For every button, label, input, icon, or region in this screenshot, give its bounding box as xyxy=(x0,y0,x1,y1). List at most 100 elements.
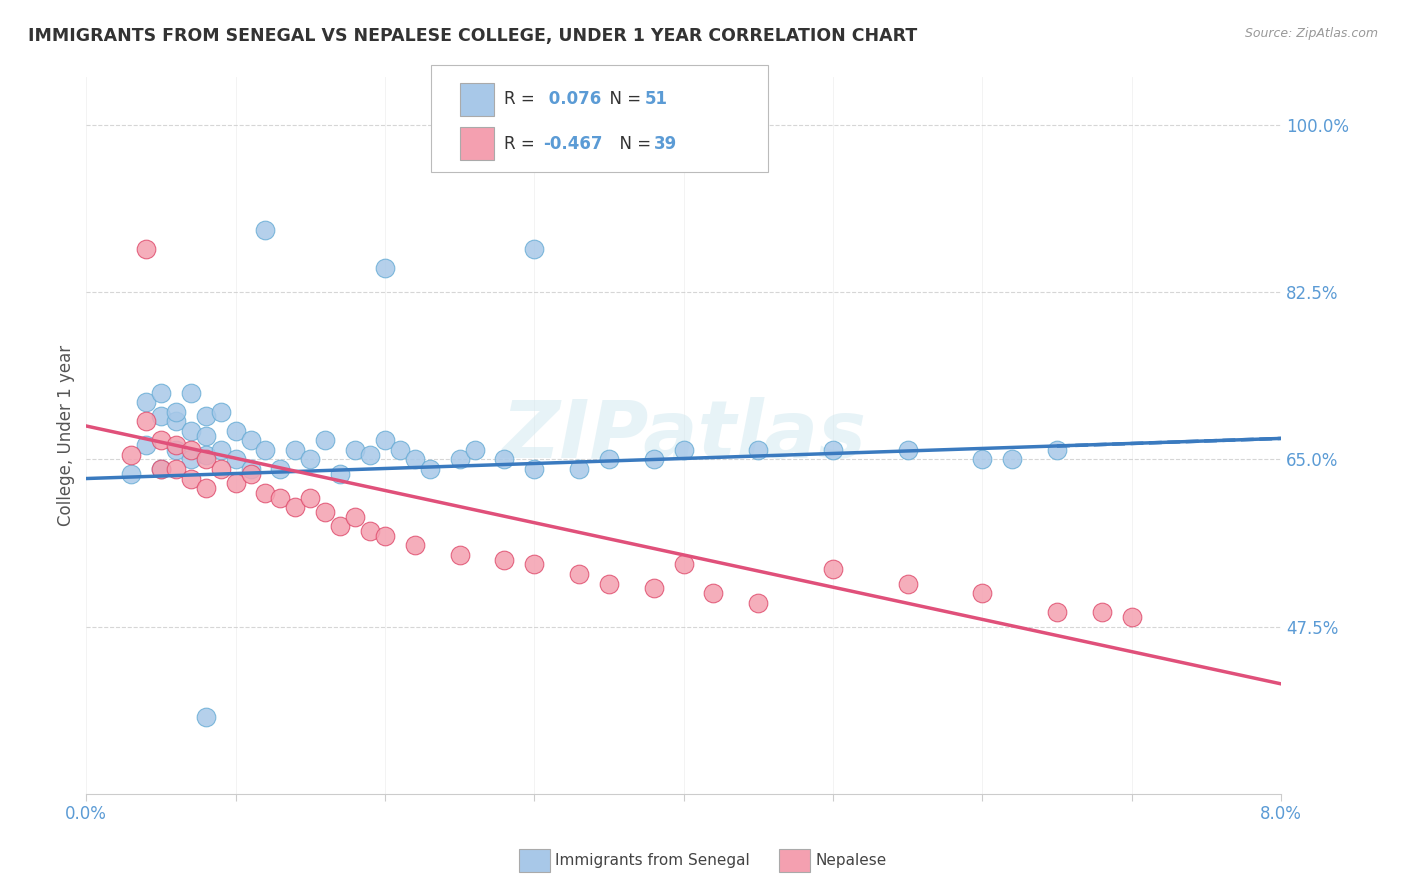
Point xyxy=(672,558,695,572)
Point xyxy=(344,442,367,457)
Point xyxy=(494,452,516,467)
Point xyxy=(209,405,232,419)
Point xyxy=(284,442,307,457)
Point xyxy=(494,552,516,566)
Point xyxy=(374,261,396,276)
Point xyxy=(672,442,695,457)
Point xyxy=(225,476,247,491)
Text: R =: R = xyxy=(503,135,540,153)
Point xyxy=(135,414,157,428)
Point xyxy=(523,558,546,572)
Point xyxy=(135,243,157,257)
Point xyxy=(374,434,396,448)
Point xyxy=(194,481,217,495)
Point xyxy=(194,448,217,462)
Point xyxy=(523,462,546,476)
Text: R =: R = xyxy=(503,90,540,108)
Point xyxy=(299,452,322,467)
Text: Nepalese: Nepalese xyxy=(815,854,887,868)
Point xyxy=(419,462,441,476)
Point xyxy=(359,524,381,538)
Text: Immigrants from Senegal: Immigrants from Senegal xyxy=(555,854,751,868)
Point xyxy=(165,405,187,419)
Point xyxy=(135,438,157,452)
Point xyxy=(643,582,665,596)
Point xyxy=(821,442,844,457)
Point xyxy=(388,442,411,457)
Point xyxy=(821,562,844,576)
Point xyxy=(149,462,172,476)
Point xyxy=(1001,452,1024,467)
Point xyxy=(180,442,202,457)
Point xyxy=(149,434,172,448)
Y-axis label: College, Under 1 year: College, Under 1 year xyxy=(58,345,75,526)
Point xyxy=(374,529,396,543)
Point xyxy=(254,442,277,457)
Point xyxy=(269,462,291,476)
Point xyxy=(1046,605,1069,619)
Text: N =: N = xyxy=(609,135,657,153)
Point xyxy=(239,434,262,448)
Point xyxy=(299,491,322,505)
Point xyxy=(149,462,172,476)
Point xyxy=(209,462,232,476)
Point xyxy=(329,519,352,533)
Point xyxy=(747,596,769,610)
Point xyxy=(1121,610,1143,624)
Point xyxy=(464,442,486,457)
Point xyxy=(359,448,381,462)
Text: 39: 39 xyxy=(654,135,678,153)
Point xyxy=(314,505,336,519)
Text: -0.467: -0.467 xyxy=(543,135,603,153)
Point xyxy=(149,385,172,400)
Point xyxy=(165,438,187,452)
Point xyxy=(180,385,202,400)
Point xyxy=(254,486,277,500)
Point xyxy=(284,500,307,515)
Point xyxy=(225,452,247,467)
Point xyxy=(165,414,187,428)
Point xyxy=(314,434,336,448)
Text: ZIPatlas: ZIPatlas xyxy=(501,397,866,475)
Point xyxy=(180,424,202,438)
Point xyxy=(598,452,620,467)
Point xyxy=(149,409,172,424)
Point xyxy=(239,467,262,481)
Point xyxy=(254,223,277,237)
Text: 51: 51 xyxy=(644,90,668,108)
Point xyxy=(1046,442,1069,457)
Text: 0.076: 0.076 xyxy=(543,90,602,108)
Point xyxy=(329,467,352,481)
Point xyxy=(120,467,142,481)
Point xyxy=(404,538,426,552)
Point xyxy=(239,462,262,476)
Point xyxy=(598,576,620,591)
Point xyxy=(897,442,920,457)
Text: N =: N = xyxy=(599,90,647,108)
Point xyxy=(747,442,769,457)
Point xyxy=(194,452,217,467)
Text: IMMIGRANTS FROM SENEGAL VS NEPALESE COLLEGE, UNDER 1 YEAR CORRELATION CHART: IMMIGRANTS FROM SENEGAL VS NEPALESE COLL… xyxy=(28,27,917,45)
Point xyxy=(194,710,217,724)
Point xyxy=(449,548,471,562)
Point xyxy=(269,491,291,505)
Point xyxy=(568,567,591,582)
Point xyxy=(165,442,187,457)
Point xyxy=(194,428,217,442)
Text: Source: ZipAtlas.com: Source: ZipAtlas.com xyxy=(1244,27,1378,40)
Point xyxy=(344,509,367,524)
Point xyxy=(194,409,217,424)
Point xyxy=(165,462,187,476)
Point xyxy=(225,424,247,438)
Point xyxy=(523,243,546,257)
Point xyxy=(972,586,994,600)
Point xyxy=(972,452,994,467)
Point xyxy=(449,452,471,467)
Point xyxy=(643,452,665,467)
Point xyxy=(702,586,724,600)
Point xyxy=(120,448,142,462)
Point xyxy=(568,462,591,476)
Point xyxy=(180,471,202,485)
Point xyxy=(135,395,157,409)
Point xyxy=(897,576,920,591)
